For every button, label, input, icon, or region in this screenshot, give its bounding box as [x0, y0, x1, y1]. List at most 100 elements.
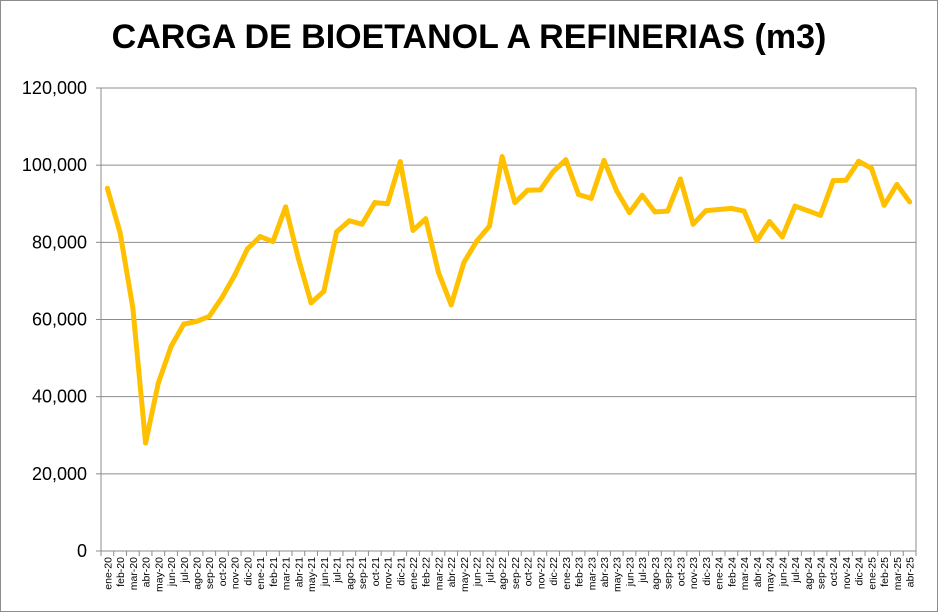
- x-tick-label: may-23: [612, 557, 624, 592]
- x-tick-label: mar-20: [128, 557, 140, 590]
- x-axis-ticks: ene-20 feb-20 mar-20 abr-20 may-20 jun-20 jul-…: [102, 557, 916, 592]
- x-tick-label: sep-20: [204, 557, 216, 589]
- data-point: [155, 380, 161, 386]
- x-tick-label: ago-23: [650, 557, 662, 590]
- data-point: [817, 212, 823, 218]
- data-point: [283, 204, 289, 210]
- x-tick-label: oct-24: [828, 557, 840, 586]
- data-point: [321, 288, 327, 294]
- data-point: [499, 154, 505, 160]
- chart-title: CARGA DE BIOETANOL A REFINERIAS (m3): [111, 18, 827, 56]
- x-tick-label: feb-21: [268, 557, 280, 587]
- data-point: [168, 344, 174, 350]
- x-tick-label: sep-23: [663, 557, 675, 589]
- data-point: [588, 195, 594, 201]
- x-tick-label: mar-25: [892, 557, 904, 590]
- y-tick-label: 40,000: [32, 387, 87, 407]
- data-point: [767, 218, 773, 224]
- x-tick-label: mar-21: [281, 557, 293, 590]
- data-point: [843, 177, 849, 183]
- y-tick-label: 20,000: [32, 464, 87, 484]
- data-point: [346, 218, 352, 224]
- data-point: [728, 205, 734, 211]
- x-tick-label: jun-21: [319, 557, 331, 587]
- data-point: [181, 321, 187, 327]
- data-point: [665, 208, 671, 214]
- x-tick-label: ago-22: [497, 557, 509, 590]
- x-tick-label: nov-23: [688, 557, 700, 589]
- x-tick-label: abr-25: [905, 557, 917, 588]
- x-tick-label: jul-24: [790, 557, 802, 584]
- x-tick-label: jul-22: [484, 557, 496, 584]
- x-tick-label: feb-22: [421, 557, 433, 587]
- y-tick-label: 100,000: [22, 155, 87, 175]
- x-tick-label: sep-22: [510, 557, 522, 589]
- series-line: [104, 154, 913, 446]
- x-tick-label: mar-24: [739, 557, 751, 590]
- x-tick-label: dic-23: [701, 557, 713, 586]
- x-tick-label: jun-22: [472, 557, 484, 587]
- x-tick-label: may-20: [153, 557, 165, 592]
- y-tick-label: 0: [77, 541, 87, 561]
- data-point: [130, 305, 136, 311]
- data-point: [703, 208, 709, 214]
- data-point: [614, 188, 620, 194]
- x-tick-label: may-22: [459, 557, 471, 592]
- x-tick-label: abr-22: [446, 557, 458, 588]
- data-point: [894, 181, 900, 187]
- data-point: [626, 210, 632, 216]
- data-point: [397, 159, 403, 165]
- x-tick-label: abr-21: [293, 557, 305, 588]
- data-point: [677, 176, 683, 182]
- y-tick-label: 120,000: [22, 78, 87, 98]
- data-point: [461, 259, 467, 265]
- data-point: [830, 178, 836, 184]
- x-tick-label: jun-24: [777, 557, 789, 587]
- data-point: [486, 223, 492, 229]
- data-point: [639, 192, 645, 198]
- data-point: [856, 158, 862, 164]
- x-tick-label: nov-20: [230, 557, 242, 589]
- x-tick-label: oct-22: [523, 557, 535, 586]
- data-point: [512, 200, 518, 206]
- data-point: [652, 209, 658, 215]
- data-point: [308, 300, 314, 306]
- x-tick-label: ene-23: [561, 557, 573, 590]
- x-tick-label: ago-24: [803, 557, 815, 590]
- x-tick-label: ene-20: [102, 557, 114, 590]
- gridlines: [101, 87, 916, 475]
- data-point: [117, 230, 123, 236]
- data-point: [563, 157, 569, 163]
- data-point: [385, 201, 391, 207]
- y-tick-label: 80,000: [32, 232, 87, 252]
- x-tick-label: ene-25: [866, 557, 878, 590]
- data-point: [232, 272, 238, 278]
- data-point: [143, 440, 149, 446]
- series-layer: [104, 154, 913, 446]
- data-point: [435, 269, 441, 275]
- x-tick-label: feb-25: [879, 557, 891, 587]
- axes: [96, 87, 917, 556]
- data-point: [359, 221, 365, 227]
- data-point: [754, 238, 760, 244]
- data-point: [474, 238, 480, 244]
- data-point: [690, 221, 696, 227]
- data-point: [104, 185, 110, 191]
- x-tick-label: jul-23: [637, 557, 649, 584]
- x-tick-label: jun-20: [166, 557, 178, 587]
- data-point: [868, 165, 874, 171]
- data-point: [525, 187, 531, 193]
- x-tick-label: may-24: [765, 557, 777, 592]
- x-tick-label: jun-23: [624, 557, 636, 587]
- y-axis-ticks: 0 20,000 40,000 60,000 80,000 100,000 120,000: [22, 78, 87, 561]
- data-point: [741, 208, 747, 214]
- x-tick-label: nov-24: [841, 557, 853, 589]
- data-point: [372, 200, 378, 206]
- x-tick-label: dic-24: [854, 557, 866, 586]
- x-tick-label: mar-23: [586, 557, 598, 590]
- data-point: [881, 202, 887, 208]
- x-tick-label: oct-20: [217, 557, 229, 586]
- x-tick-label: sep-24: [815, 557, 827, 589]
- data-point: [334, 229, 340, 235]
